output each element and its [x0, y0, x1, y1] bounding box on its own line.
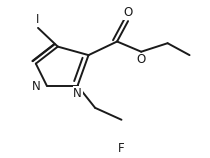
Text: O: O — [137, 53, 146, 66]
Text: I: I — [36, 13, 40, 26]
Text: O: O — [123, 6, 133, 19]
Text: N: N — [32, 80, 40, 93]
Text: N: N — [73, 87, 82, 100]
Text: F: F — [118, 142, 125, 155]
